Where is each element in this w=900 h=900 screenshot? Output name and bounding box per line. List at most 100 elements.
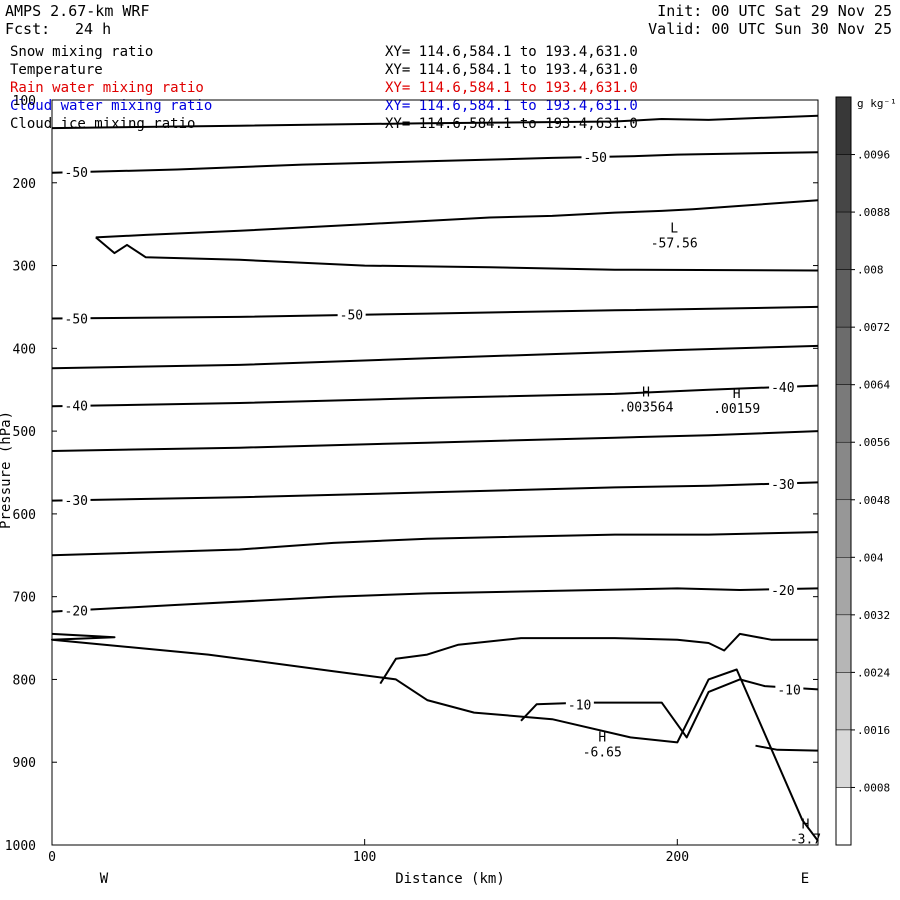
colorbar-swatch <box>835 326 852 385</box>
plot-frame <box>51 99 819 846</box>
contour-label: -50 <box>65 166 88 181</box>
field-cloud-water-xy: XY= 114.6,584.1 to 193.4,631.0 <box>385 98 638 114</box>
extremum-value: -3.7 <box>790 832 821 847</box>
colorbar-tick-label: .0072 <box>857 321 890 334</box>
contour-label-background <box>337 306 366 321</box>
contour-label-background <box>62 602 91 617</box>
contour-label: -50 <box>340 308 363 323</box>
colorbar-swatch <box>835 672 852 731</box>
colorbar-swatch <box>835 614 852 673</box>
colorbar-tick-label: .008 <box>857 264 884 277</box>
temperature-contour <box>51 305 819 320</box>
extremum-value: -6.65 <box>583 746 622 761</box>
west-label: W <box>100 871 109 887</box>
colorbar-swatch <box>835 269 852 328</box>
contour-label: -30 <box>65 494 88 509</box>
contour-label-background <box>62 164 91 179</box>
temperature-contour <box>51 632 819 842</box>
colorbar-tick-label: .0056 <box>857 436 890 449</box>
y-tick-label: 100 <box>13 94 36 109</box>
colorbar-swatch <box>835 787 852 846</box>
contour-label-background <box>62 397 91 412</box>
y-tick-label: 800 <box>13 673 36 688</box>
y-tick-label: 200 <box>13 177 36 192</box>
temperature-contour <box>51 531 819 557</box>
colorbar-swatch <box>835 211 852 270</box>
valid-time: Valid: 00 UTC Sun 30 Nov 25 <box>648 20 892 38</box>
contour-label-background <box>769 582 798 597</box>
temperature-contour <box>95 236 819 272</box>
temperature-contour <box>51 151 819 174</box>
colorbar-tick-label: .004 <box>857 551 884 564</box>
contour-label-background <box>62 310 91 325</box>
temperature-contour <box>51 344 819 370</box>
colorbar-swatch <box>835 384 852 443</box>
extremum-marker: H <box>642 385 650 400</box>
contour-label-background <box>565 696 594 711</box>
y-tick-label: 500 <box>13 425 36 440</box>
field-snow-xy: XY= 114.6,584.1 to 193.4,631.0 <box>385 44 638 60</box>
contour-label-background <box>769 476 798 491</box>
field-temperature-xy: XY= 114.6,584.1 to 193.4,631.0 <box>385 62 638 78</box>
colorbar-unit: g kg⁻¹ <box>857 97 897 110</box>
contour-label: -50 <box>65 313 88 328</box>
contour-label: -40 <box>65 399 88 414</box>
contour-label: -10 <box>777 683 800 698</box>
contour-label: -40 <box>771 381 794 396</box>
contour-label: -10 <box>568 698 591 713</box>
temperature-contour <box>51 481 819 502</box>
field-rain-xy: XY= 114.6,584.1 to 193.4,631.0 <box>385 80 638 96</box>
contour-label-background <box>62 491 91 506</box>
colorbar-tick-label: .0096 <box>857 149 890 162</box>
y-tick-label: 600 <box>13 508 36 523</box>
temperature-contour <box>755 744 819 752</box>
y-tick-label: 700 <box>13 591 36 606</box>
contour-label: -50 <box>584 151 607 166</box>
field-cloud-ice-xy: XY= 114.6,584.1 to 193.4,631.0 <box>385 116 638 132</box>
contour-label: -30 <box>771 478 794 493</box>
contour-label-background <box>775 681 804 696</box>
contour-label: -20 <box>65 605 88 620</box>
forecast-hours: 24 h <box>75 20 112 38</box>
init-time: Init: 00 UTC Sat 29 Nov 25 <box>657 2 892 20</box>
extremum-value: .003564 <box>619 400 674 415</box>
y-tick-label: 300 <box>13 260 36 275</box>
y-tick-label: 400 <box>13 342 36 357</box>
x-tick-label: 100 <box>353 850 376 865</box>
temperature-contour <box>51 384 819 408</box>
colorbar-tick-label: .0088 <box>857 206 890 219</box>
colorbar-tick-label: .0032 <box>857 609 890 622</box>
extremum-value: -57.56 <box>651 236 698 251</box>
colorbar-swatch <box>835 499 852 558</box>
x-tick-label: 0 <box>48 850 56 865</box>
colorbar-swatch <box>835 441 852 501</box>
colorbar-swatch <box>835 154 852 213</box>
temperature-contour <box>51 587 819 613</box>
colorbar-tick-label: .0064 <box>857 379 890 392</box>
colorbar-swatch <box>835 96 852 155</box>
contour-label-background <box>769 379 798 394</box>
forecast-label: Fcst: <box>5 20 51 38</box>
extremum-marker: L <box>670 221 678 236</box>
y-tick-label: 900 <box>13 756 36 771</box>
temperature-contour <box>51 114 819 130</box>
temperature-contour <box>520 678 819 739</box>
temperature-contour <box>51 430 819 452</box>
temperature-contour <box>379 632 818 685</box>
field-cloud-water-name: Cloud water mixing ratio <box>10 98 213 114</box>
field-temperature-name: Temperature <box>10 62 103 78</box>
temperature-contour <box>95 199 819 239</box>
colorbar-swatch <box>835 557 852 616</box>
y-axis-label: Pressure (hPa) <box>0 411 14 529</box>
colorbar-swatch <box>835 729 852 788</box>
extremum-value: .00159 <box>713 402 760 417</box>
contour-label: -20 <box>771 584 794 599</box>
colorbar-tick-label: .0008 <box>857 781 890 794</box>
y-tick-label: 1000 <box>5 839 36 854</box>
contour-label-background <box>581 149 610 164</box>
field-rain-name: Rain water mixing ratio <box>10 80 204 96</box>
east-label: E <box>801 871 809 887</box>
colorbar-frame <box>835 96 852 846</box>
